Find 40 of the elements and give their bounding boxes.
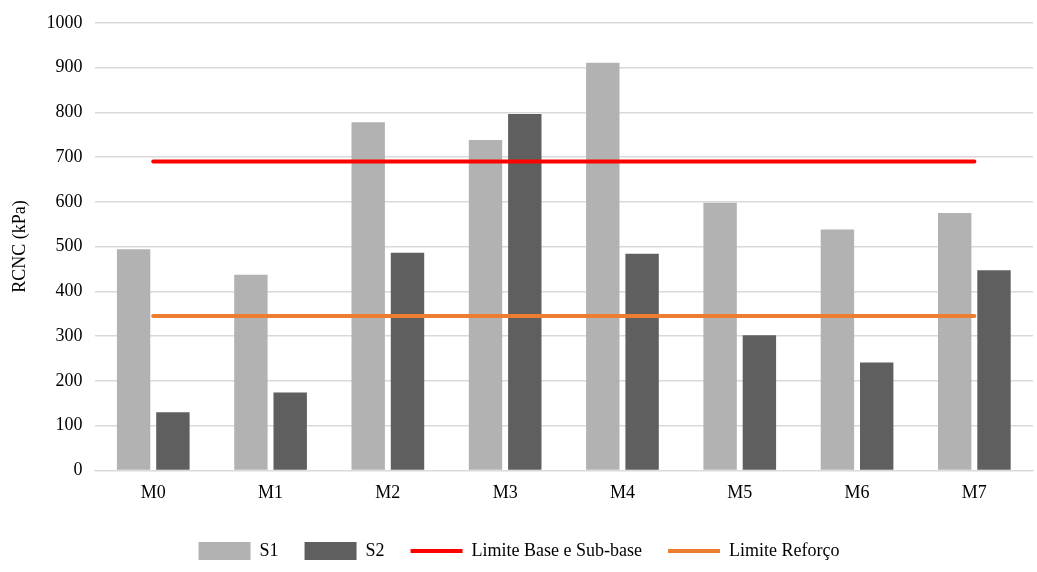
y-axis-title: RCNC (kPa) bbox=[8, 200, 30, 293]
bar bbox=[977, 270, 1011, 470]
bar bbox=[742, 335, 777, 470]
y-tick-label: 100 bbox=[55, 414, 83, 435]
x-tick-label: M1 bbox=[258, 481, 284, 502]
x-tick-label: M5 bbox=[727, 481, 753, 502]
bar bbox=[156, 412, 190, 470]
bar bbox=[820, 229, 855, 470]
x-tick-label: M3 bbox=[492, 481, 518, 502]
y-tick-label: 300 bbox=[55, 324, 83, 345]
y-tick-label: 1000 bbox=[46, 11, 83, 32]
bar bbox=[508, 114, 542, 470]
x-tick-label: M6 bbox=[844, 481, 870, 502]
y-tick-label: 500 bbox=[55, 235, 83, 256]
bar bbox=[390, 252, 425, 470]
legend-label: Limite Base e Sub-base bbox=[471, 539, 643, 560]
x-tick-label: M0 bbox=[140, 481, 166, 502]
y-tick-label: 800 bbox=[55, 101, 83, 122]
bar bbox=[938, 213, 972, 470]
x-tick-label: M7 bbox=[961, 481, 987, 502]
y-tick-label: 0 bbox=[73, 459, 83, 480]
y-tick-label: 600 bbox=[55, 190, 83, 211]
legend-label: Limite Reforço bbox=[729, 539, 840, 560]
bar bbox=[116, 249, 151, 470]
y-tick-label: 400 bbox=[55, 280, 83, 301]
x-tick-label: M4 bbox=[609, 481, 635, 502]
bar bbox=[625, 253, 659, 470]
bar bbox=[586, 62, 620, 470]
y-tick-label: 200 bbox=[55, 369, 83, 390]
x-tick-label: M2 bbox=[375, 481, 401, 502]
bar bbox=[234, 274, 268, 470]
bar bbox=[860, 362, 894, 470]
bar bbox=[703, 202, 737, 470]
legend-label: S1 bbox=[259, 539, 279, 560]
y-tick-label: 900 bbox=[55, 56, 83, 77]
bar bbox=[351, 122, 385, 470]
bar bbox=[273, 392, 307, 470]
bar bbox=[468, 140, 503, 470]
y-tick-label: 700 bbox=[55, 145, 83, 166]
legend-label: S2 bbox=[365, 539, 385, 560]
